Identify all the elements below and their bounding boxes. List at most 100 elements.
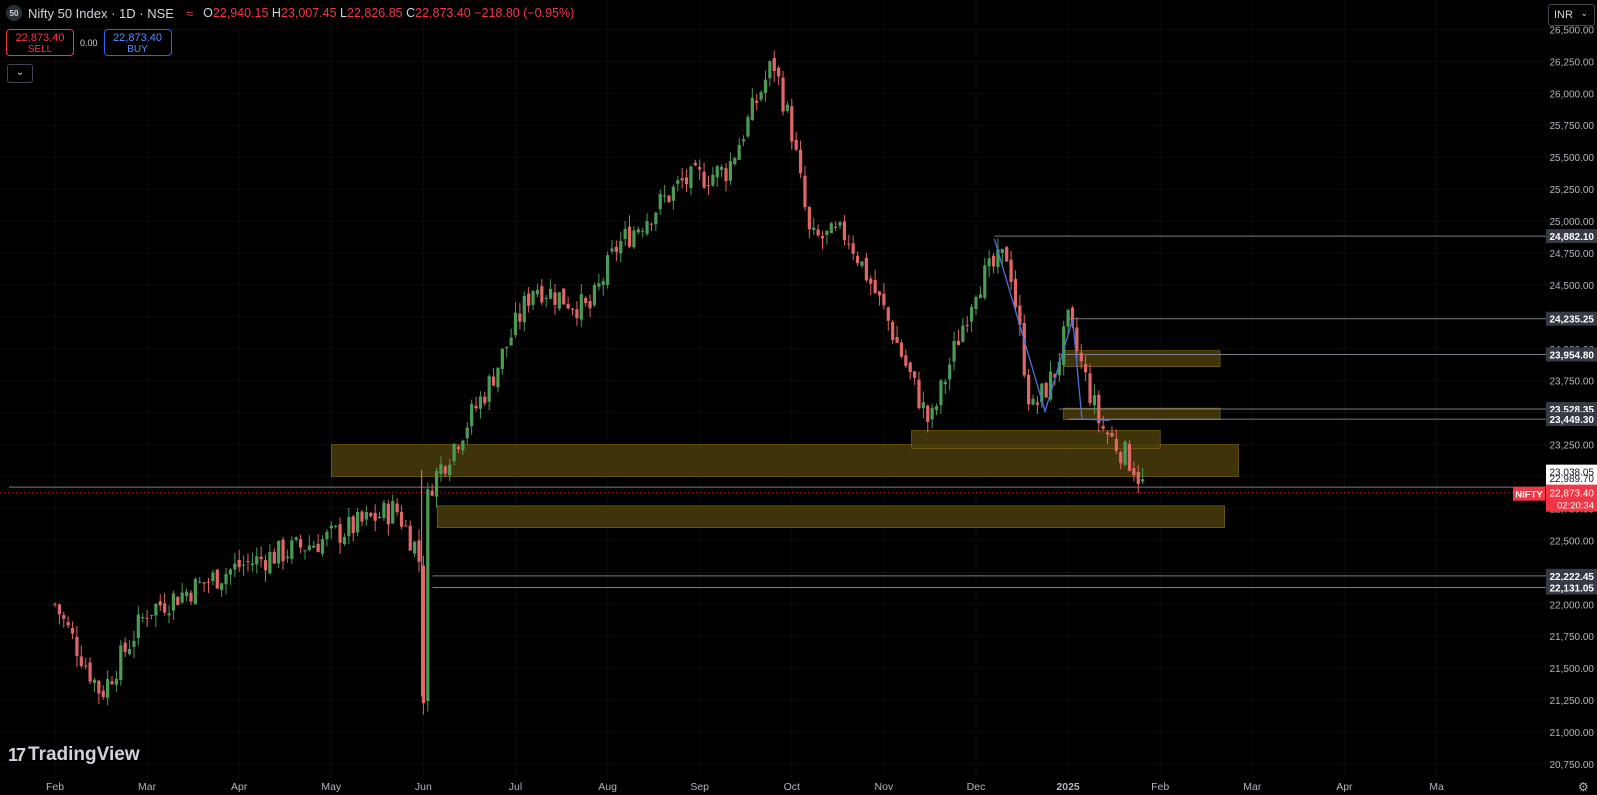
white-price-label: 23,038.05	[1550, 468, 1595, 479]
candle-body	[540, 286, 544, 303]
trendline[interactable]	[993, 238, 1110, 421]
candle-body	[855, 255, 860, 264]
horizontal-lines[interactable]	[0, 235, 1546, 589]
candle-body	[461, 440, 465, 451]
candle-body	[592, 285, 597, 306]
candle-body	[228, 569, 233, 575]
candle-body	[513, 312, 518, 336]
candle-body	[680, 178, 684, 181]
candle-body	[237, 559, 241, 568]
time-tick-label: Apr	[1336, 781, 1353, 793]
tradingview-logo[interactable]: 17 TradingView	[8, 744, 140, 766]
candle-body	[724, 168, 728, 181]
candle-body	[544, 297, 548, 300]
zone-rect[interactable]	[436, 505, 1225, 528]
symbol-title[interactable]: Nifty 50 Index · 1D · NSE	[28, 5, 174, 21]
zone-rect[interactable]	[330, 444, 1239, 477]
zone-rect[interactable]	[1063, 350, 1221, 367]
time-tick-label: Jun	[415, 781, 432, 793]
candle-body	[119, 645, 123, 681]
candle-body	[136, 614, 140, 639]
candle-body	[132, 640, 136, 647]
price-tick-label: 21,500.00	[1550, 664, 1595, 675]
candle-body	[886, 307, 890, 321]
price-tick-label: 22,000.00	[1550, 600, 1595, 611]
candle-body	[487, 376, 491, 402]
ohlc-values: O22,940.15 H23,007.45 L22,826.85 C22,873…	[203, 6, 574, 20]
candle-body	[106, 678, 110, 698]
countdown-label: 02:20:34	[1557, 501, 1594, 512]
candle-body	[597, 283, 601, 287]
candle-body	[772, 57, 776, 71]
time-axis[interactable]: Feb Mar Apr May Jun Jul Aug Sep Oct Nov Dec 2025 Feb…	[46, 781, 1444, 793]
price-axis-bg	[1546, 0, 1597, 778]
time-tick-label: Mar	[138, 781, 157, 793]
candle-body	[474, 405, 478, 409]
zone-rect[interactable]	[1063, 407, 1221, 420]
price-tick-label: 21,750.00	[1550, 632, 1595, 643]
trade-panel: 22,873.40 SELL 0.00 22,873.40 BUY	[6, 29, 172, 56]
candle-body	[711, 174, 715, 186]
sell-label: SELL	[27, 44, 53, 55]
supply-demand-zones[interactable]	[330, 350, 1239, 528]
time-tick-label: May	[321, 781, 342, 793]
close-value: 22,873.40	[415, 6, 471, 20]
price-tick-label: 21,250.00	[1550, 696, 1595, 707]
candle-body	[377, 516, 382, 519]
candle-body	[241, 564, 246, 566]
change-value: −218.80 (−0.95%)	[474, 6, 575, 20]
collapse-legend-button[interactable]: ⌄	[7, 64, 33, 83]
candle-body	[864, 257, 868, 281]
buy-button[interactable]: 22,873.40 BUY	[103, 29, 172, 56]
candle-body	[268, 552, 272, 574]
symbol-logo-icon[interactable]: 50	[6, 5, 22, 21]
trendline-drawing[interactable]	[993, 238, 1110, 421]
candle-body	[834, 226, 838, 228]
zone-rect[interactable]	[911, 430, 1161, 449]
price-axis[interactable]: 20,750.00 21,000.00 21,250.00 21,500.00 21,7…	[1513, 0, 1597, 778]
chevron-down-icon: ⌄	[15, 67, 25, 78]
candle-body	[1018, 305, 1022, 325]
candle-body	[184, 591, 189, 597]
candle-body	[895, 337, 899, 343]
hline-price-label: 22,222.45	[1550, 572, 1595, 583]
hline-price-label: 24,882.10	[1550, 232, 1595, 243]
candle-body	[1101, 426, 1105, 429]
candle-body	[312, 545, 316, 548]
candle-body	[899, 342, 904, 357]
chevron-down-icon: ⌄	[1580, 8, 1588, 18]
hline-price-label: 23,528.35	[1550, 405, 1595, 416]
candle-body	[79, 656, 83, 667]
candle-body	[123, 642, 127, 652]
candle-body	[316, 543, 320, 553]
candle-body	[202, 582, 206, 584]
buy-price: 22,873.40	[113, 32, 162, 44]
chart-header: 50 Nifty 50 Index · 1D · NSE ≈ O22,940.1…	[6, 5, 574, 21]
candle-body	[535, 289, 540, 295]
time-tick-label: Feb	[1151, 781, 1169, 793]
candle-body	[413, 541, 417, 554]
candle-body	[693, 162, 697, 166]
tradingview-wordmark: TradingView	[28, 744, 140, 765]
sell-button[interactable]: 22,873.40 SELL	[6, 29, 74, 56]
candle-body	[930, 408, 934, 420]
currency-selector[interactable]: INR ⌄	[1548, 4, 1595, 26]
candle-body	[1048, 371, 1053, 400]
candle-body	[1084, 364, 1088, 373]
candle-body	[606, 255, 610, 285]
candle-body	[610, 248, 614, 252]
candle-body	[1110, 432, 1114, 437]
candle-body	[75, 636, 79, 656]
gear-icon[interactable]: ⚙	[1578, 780, 1589, 794]
time-tick-label: Nov	[875, 781, 894, 793]
candle-body	[820, 236, 825, 239]
candle-body	[101, 690, 105, 698]
candle-body	[478, 396, 483, 409]
last-price-tag[interactable]	[1546, 484, 1597, 512]
candle-body	[255, 556, 259, 565]
candle-body	[790, 106, 794, 142]
candle-body	[364, 512, 368, 520]
candle-body	[171, 593, 176, 611]
candle-body	[842, 221, 847, 241]
